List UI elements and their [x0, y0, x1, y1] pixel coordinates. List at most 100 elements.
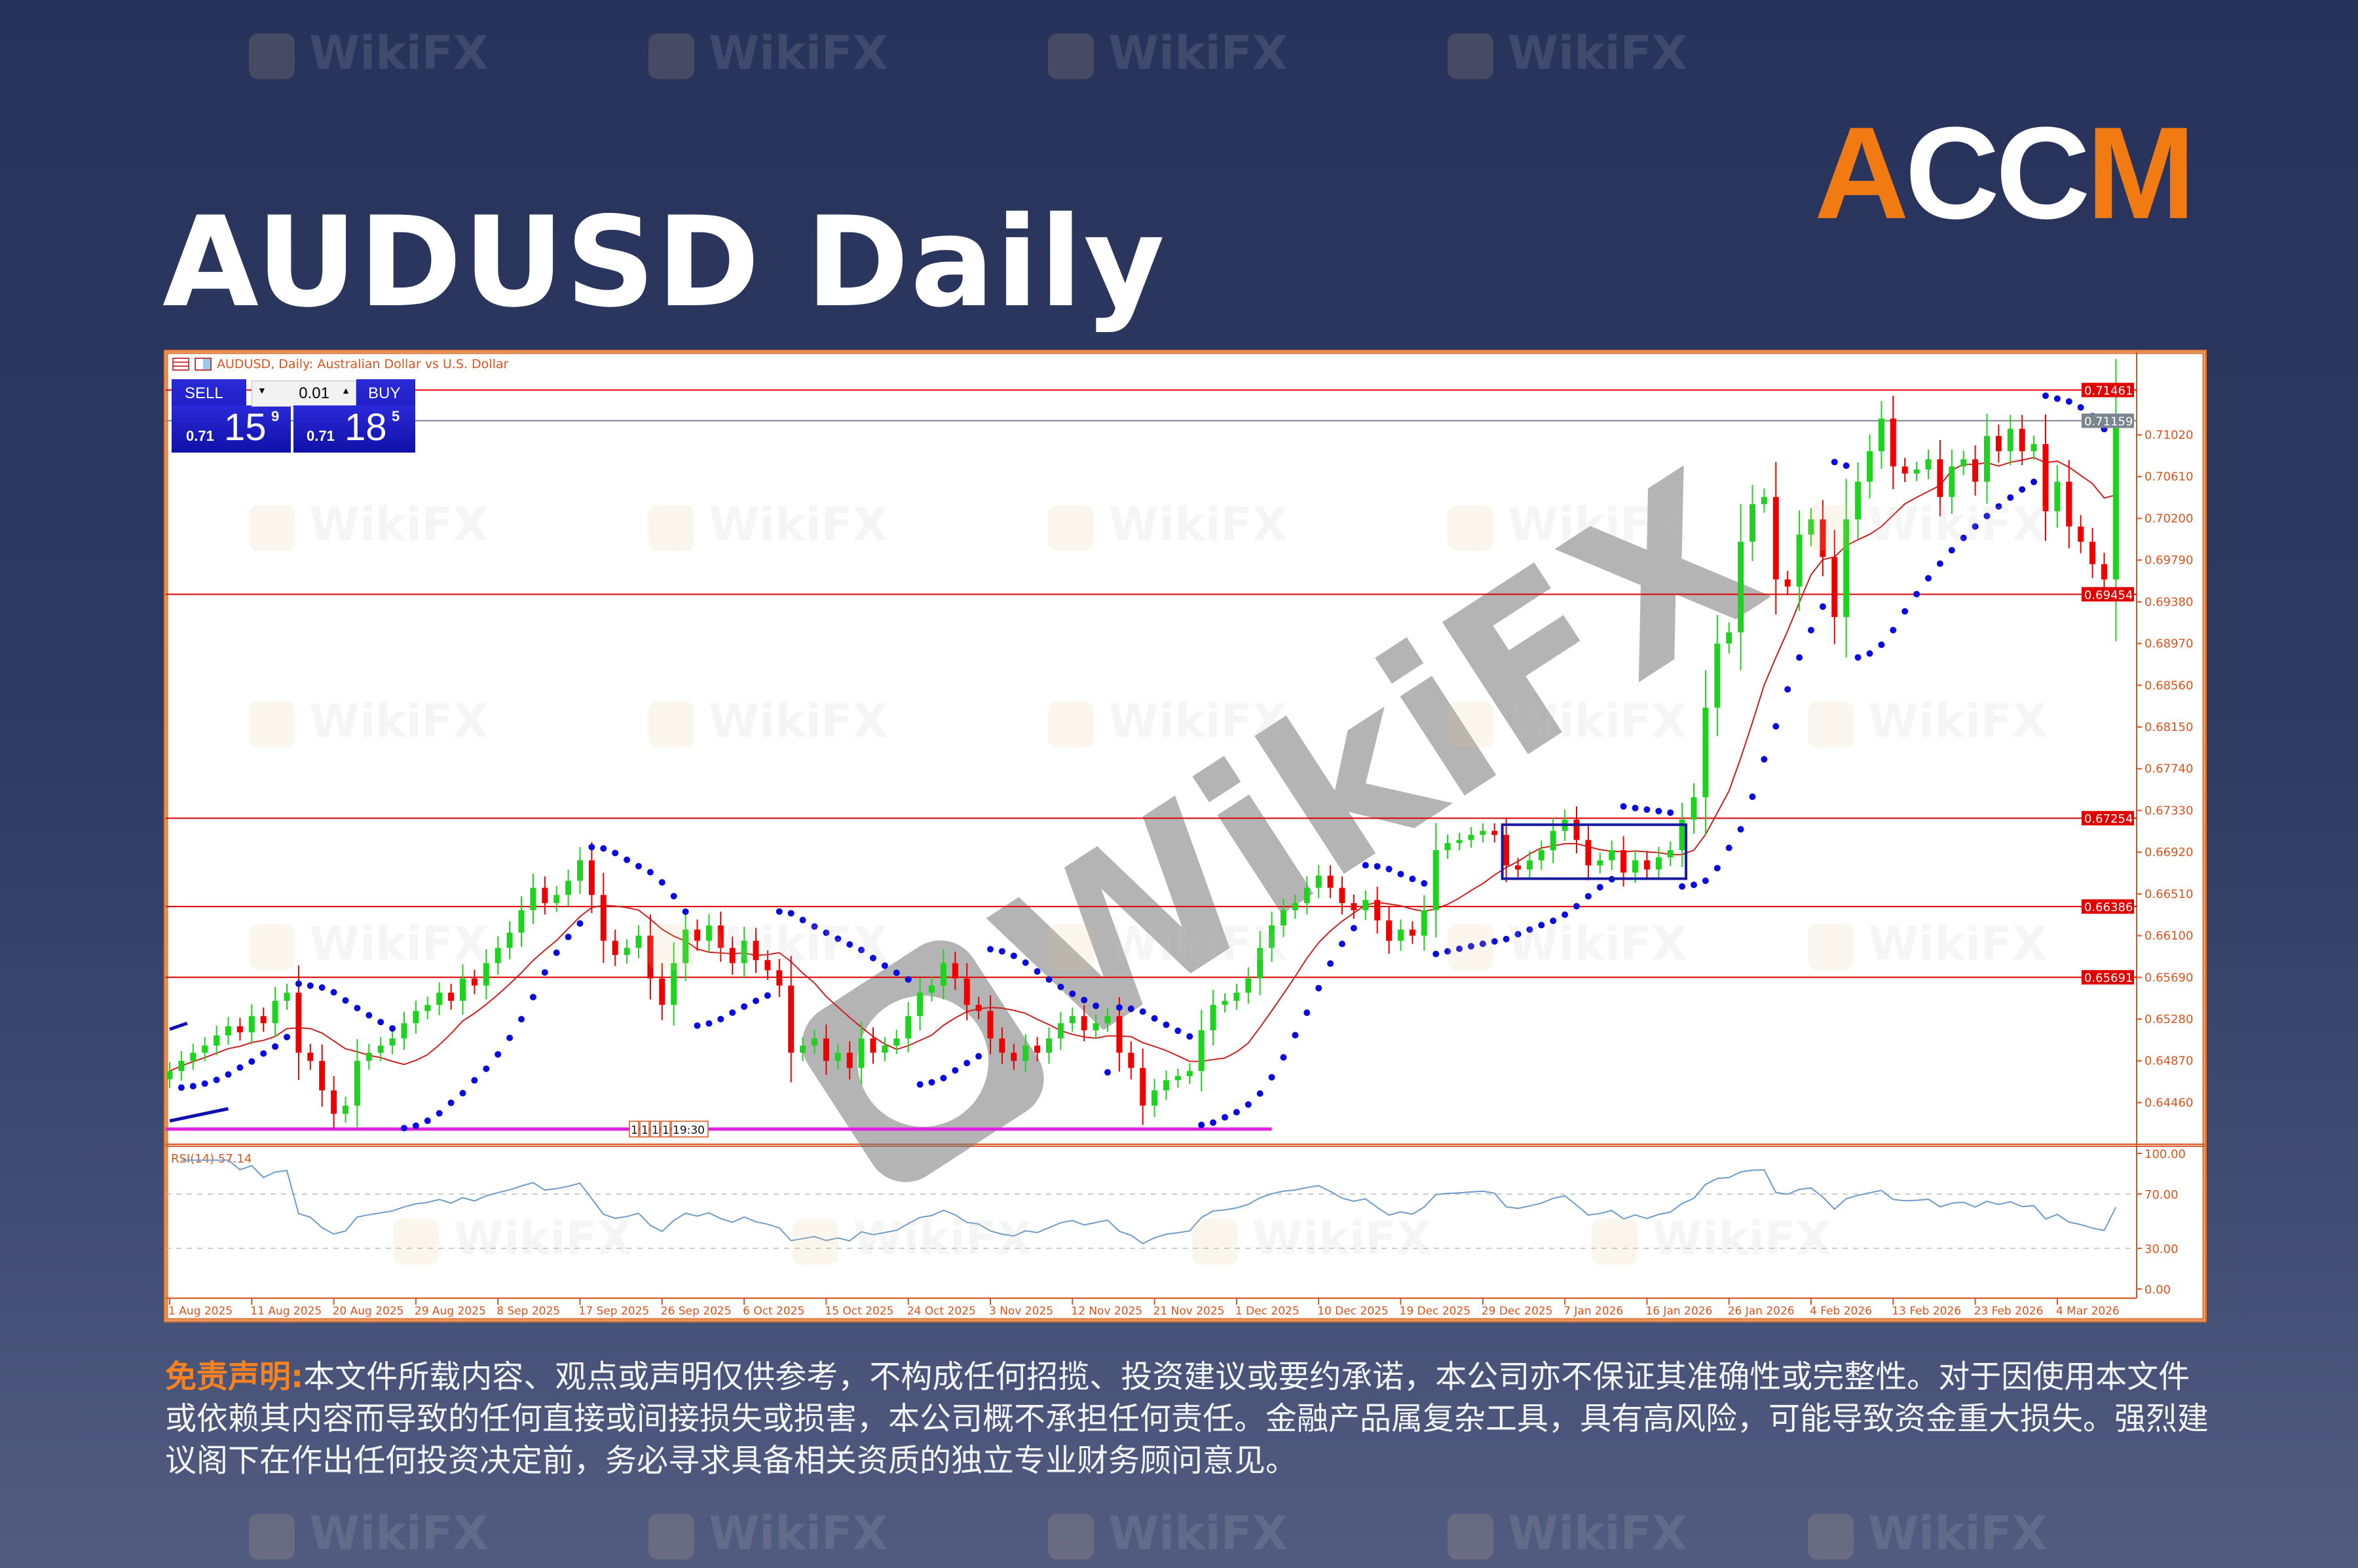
wikifx-watermark: WikiFX [249, 26, 489, 80]
parabolic-sar-dot [1104, 1069, 1111, 1076]
chart-header: AUDUSD, Daily: Australian Dollar vs U.S.… [172, 357, 508, 371]
x-tick-label: 4 Mar 2026 [2056, 1305, 2120, 1318]
parabolic-sar-dot [2030, 478, 2038, 485]
parabolic-sar-dot [1643, 806, 1651, 813]
parabolic-sar-dot [998, 948, 1005, 955]
x-tick-label: 26 Sep 2025 [661, 1305, 732, 1318]
parabolic-sar-dot [1186, 1033, 1193, 1040]
session-marker-box [660, 1121, 671, 1138]
sell-price-big: 15 [224, 406, 267, 449]
watermark-text: WikiFX [309, 1506, 489, 1560]
logo-letters-cc: CC [1905, 100, 2090, 246]
candle-bullish [1960, 459, 1967, 467]
x-tick-label: 29 Aug 2025 [415, 1305, 486, 1318]
candle-bullish [834, 1053, 841, 1061]
y-tick-label: 0.70610 [2144, 470, 2193, 484]
candle-bearish [295, 992, 302, 1053]
parabolic-sar-dot [412, 1122, 419, 1129]
lot-increase-icon[interactable]: ▲ [341, 385, 350, 396]
candle-bearish [1491, 831, 1498, 835]
lot-decrease-icon[interactable]: ▼ [257, 385, 267, 396]
candle-bearish [471, 978, 477, 986]
candle-bullish [1444, 843, 1451, 851]
y-tick-label: 0.68150 [2144, 720, 2193, 734]
wikifx-watermark: WikiFX [1048, 1506, 1288, 1560]
parabolic-sar-dot [1397, 870, 1404, 878]
parabolic-sar-dot [1022, 959, 1029, 966]
candle-bullish [436, 992, 443, 1005]
parabolic-sar-dot [987, 946, 994, 953]
parabolic-sar-dot [1596, 884, 1603, 891]
candle-bearish [694, 929, 700, 941]
buy-price-sup: 5 [392, 408, 400, 424]
candle-bullish [741, 941, 747, 963]
watermark-text: WikiFX [1868, 917, 2048, 971]
x-tick-label: 12 Nov 2025 [1071, 1305, 1142, 1318]
parabolic-sar-dot [834, 935, 842, 943]
candle-bullish [1362, 900, 1369, 910]
consolidation-box [1501, 823, 1688, 880]
candle-bearish [764, 960, 771, 971]
parabolic-sar-dot [225, 1071, 232, 1078]
chart-panel[interactable]: WikiFX 0.71020 0.70610 0.70200 0.69790 0.6938… [164, 350, 2207, 1322]
candle-bullish [1398, 929, 1404, 941]
candle-bullish [1750, 504, 1755, 542]
parabolic-sar-dot [1713, 865, 1721, 872]
parabolic-sar-dot [905, 976, 912, 983]
x-tick-label: 17 Sep 2025 [579, 1305, 650, 1318]
candle-bullish [225, 1026, 231, 1036]
wikifx-watermark: WikiFX [1048, 917, 1288, 971]
candle-bullish [905, 1016, 912, 1039]
watermark-text: WikiFX [709, 498, 888, 551]
candle-bullish [624, 948, 630, 956]
candle-bullish [929, 985, 935, 993]
watermark-text: WikiFX [309, 498, 489, 551]
parabolic-sar-dot [682, 908, 689, 915]
candle-bullish [1796, 534, 1803, 587]
price-chart[interactable]: WikiFX 0.71020 0.70610 0.70200 0.69790 0.6938… [166, 352, 2205, 1320]
parabolic-sar-dot [1222, 1113, 1228, 1121]
parabolic-sar-dot [541, 969, 548, 976]
session-marker-label: 1 [641, 1124, 648, 1137]
candle-bullish [1093, 1023, 1099, 1031]
parabolic-sar-dot [588, 844, 595, 851]
parabolic-sar-dot [318, 984, 326, 991]
candle-bearish [2089, 542, 2096, 565]
parabolic-sar-dot [330, 989, 337, 996]
candle-bullish [565, 880, 572, 895]
parabolic-sar-dot [236, 1064, 244, 1071]
parabolic-sar-dot [753, 998, 759, 1005]
parabolic-sar-dot [506, 1034, 514, 1041]
watermark-text: WikiFX [709, 917, 888, 971]
parabolic-sar-dot [1901, 608, 1909, 615]
candle-bullish [518, 910, 525, 933]
parabolic-sar-dot [565, 933, 572, 941]
parabolic-sar-dot [1831, 458, 1838, 466]
lot-size-input[interactable]: 0.01 [299, 384, 329, 402]
candle-bullish [1292, 903, 1298, 910]
parabolic-sar-dot [1127, 1005, 1134, 1013]
candle-bullish [166, 1071, 173, 1079]
parabolic-sar-dot [2065, 398, 2072, 405]
parabolic-sar-dot [284, 1034, 290, 1041]
parabolic-sar-dot [1972, 523, 1979, 530]
parabolic-sar-dot [1409, 875, 1416, 882]
parabolic-sar-dot [600, 845, 607, 852]
parabolic-sar-dot [1280, 1054, 1287, 1061]
candle-bullish [424, 1005, 431, 1011]
candle-bullish [413, 1011, 419, 1024]
parabolic-sar-dot [811, 923, 818, 930]
candle-bearish [823, 1038, 829, 1061]
wikifx-watermark: WikiFX [1808, 694, 2048, 748]
buy-price-prefix: 0.71 [307, 428, 335, 444]
parabolic-sar-dot [1772, 723, 1780, 730]
disclaimer-text: 本文件所载内容、观点或声明仅供参考，不构成任何招揽、投资建议或要约承诺，本公司亦… [165, 1358, 2209, 1479]
watermark-text: WikiFX [1652, 1212, 1831, 1265]
candle-bearish [1116, 1016, 1123, 1053]
parabolic-sar-dot [1244, 1101, 1252, 1108]
lot-size-stepper[interactable]: ▼ 0.01 ▲ [252, 381, 356, 407]
watermark-text: WikiFX [309, 917, 489, 971]
sell-price-button[interactable] [172, 405, 291, 453]
buy-price-button[interactable] [293, 405, 415, 453]
candle-bearish [1772, 496, 1779, 580]
